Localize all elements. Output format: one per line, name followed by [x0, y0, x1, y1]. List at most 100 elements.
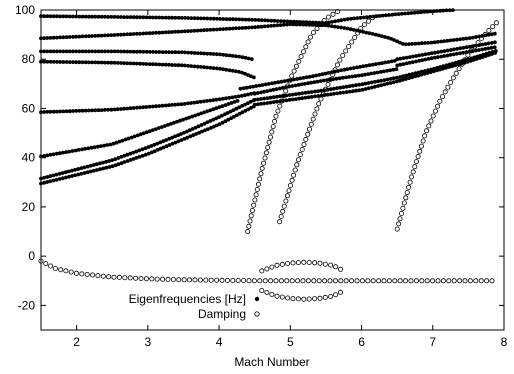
data-point [228, 109, 233, 114]
data-point [439, 54, 443, 59]
data-point [71, 14, 75, 19]
data-point [249, 74, 253, 79]
data-point [376, 33, 381, 38]
data-point [58, 60, 63, 64]
data-point [208, 108, 213, 113]
data-point [415, 10, 420, 15]
data-point [352, 16, 356, 21]
data-point [39, 49, 43, 54]
data-point [306, 95, 311, 100]
data-point [45, 59, 50, 64]
data-point [311, 278, 317, 284]
data-point [128, 106, 133, 111]
data-point [274, 87, 279, 91]
data-point [416, 41, 421, 46]
data-point [480, 55, 485, 59]
data-point [445, 38, 450, 43]
data-point [406, 11, 411, 16]
y-tick-label: 100 [15, 3, 35, 17]
data-point [451, 52, 456, 57]
data-point [231, 108, 236, 112]
data-point [285, 295, 291, 301]
series-curve [259, 288, 343, 302]
data-point [373, 79, 377, 84]
data-point [115, 61, 120, 65]
data-point [189, 16, 194, 20]
data-point [48, 174, 53, 179]
data-point [182, 102, 187, 106]
data-point [247, 17, 251, 22]
data-point [192, 16, 197, 21]
data-point [431, 69, 436, 74]
data-point [276, 80, 281, 85]
data-point [77, 34, 82, 39]
data-point [284, 278, 290, 284]
data-point [407, 55, 412, 59]
data-point [45, 175, 50, 179]
data-point [203, 277, 209, 283]
data-point [154, 15, 159, 20]
data-point [420, 58, 425, 63]
data-point [173, 15, 178, 20]
data-point [147, 62, 152, 66]
data-point [152, 142, 157, 147]
data-point [309, 80, 314, 85]
data-point [364, 63, 369, 68]
data-point [274, 293, 280, 299]
data-point [400, 11, 404, 16]
data-point [163, 62, 168, 67]
data-point [320, 91, 326, 97]
data-point [125, 15, 130, 19]
y-tick-label: 60 [22, 101, 36, 115]
data-point [182, 130, 186, 135]
data-point [330, 20, 334, 24]
data-point [317, 73, 322, 77]
data-point [256, 18, 261, 22]
data-point [352, 35, 358, 41]
data-point [390, 12, 395, 17]
data-point [305, 131, 311, 137]
data-point [224, 96, 228, 101]
data-point [94, 162, 99, 167]
data-point [295, 296, 301, 302]
data-point [73, 173, 78, 178]
data-point [232, 114, 236, 119]
data-point [103, 60, 107, 65]
data-point [351, 66, 356, 70]
data-point [285, 19, 290, 24]
data-point [138, 31, 143, 36]
data-point [417, 148, 423, 154]
data-point [128, 15, 133, 19]
data-point [183, 50, 187, 55]
data-point [158, 140, 163, 145]
data-point [335, 91, 339, 96]
data-point [90, 14, 95, 19]
data-point [106, 274, 112, 280]
data-point [301, 22, 305, 27]
data-point [395, 39, 399, 44]
data-point [381, 278, 387, 284]
data-point [67, 149, 72, 154]
data-point [199, 16, 203, 21]
data-point [363, 81, 368, 86]
data-point [246, 278, 252, 284]
data-point [192, 51, 197, 55]
data-point [131, 150, 136, 155]
data-point [262, 278, 268, 284]
data-point [79, 271, 85, 277]
data-point [101, 160, 105, 165]
data-point [425, 71, 430, 75]
data-point [211, 16, 216, 21]
data-point [287, 98, 292, 102]
data-point [271, 87, 276, 92]
data-point [182, 137, 187, 141]
data-point [186, 101, 190, 106]
data-point [358, 15, 363, 20]
data-point [234, 106, 239, 111]
data-point [480, 42, 485, 47]
data-point [82, 165, 87, 170]
data-point [201, 99, 206, 104]
data-point [48, 109, 53, 114]
data-point [281, 85, 285, 90]
data-point [406, 184, 412, 190]
